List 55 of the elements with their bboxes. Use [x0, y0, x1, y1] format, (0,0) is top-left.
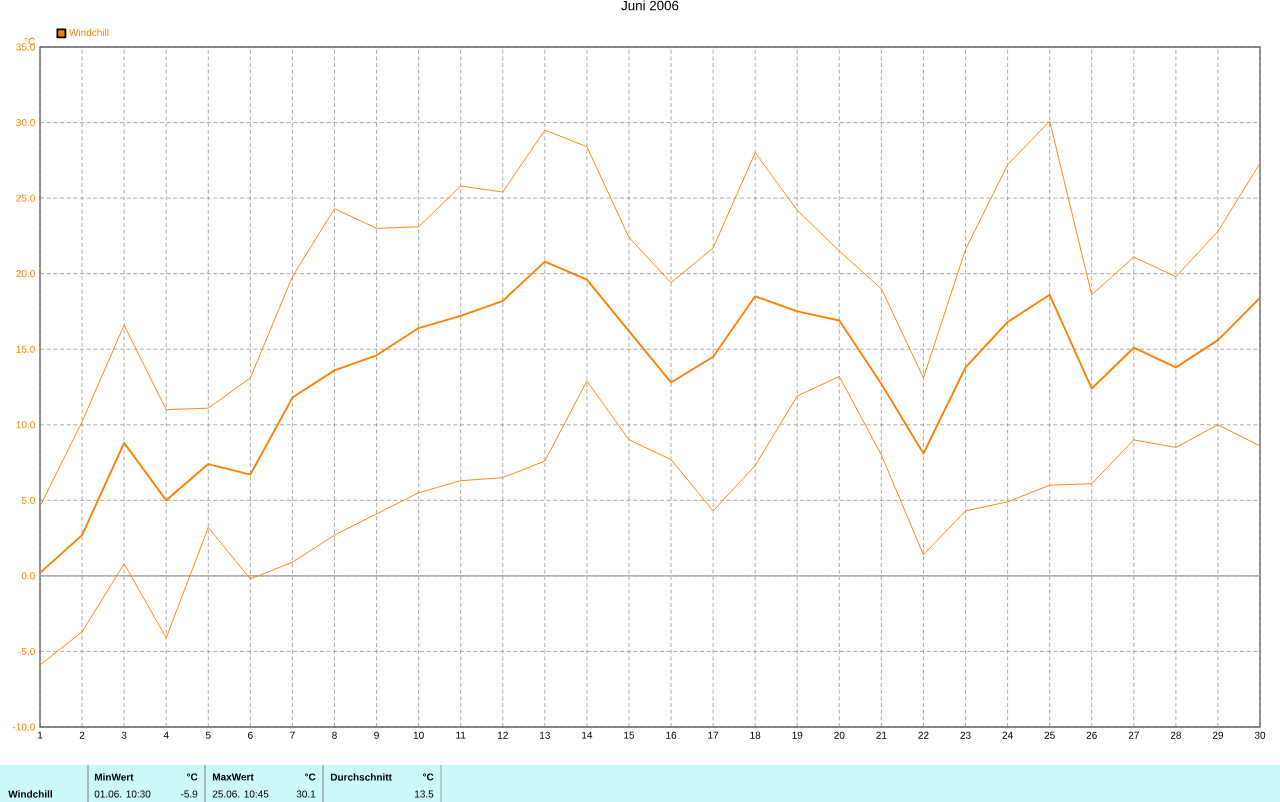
- chart-title: Juni 2006: [621, 0, 679, 11]
- x-tick-label: 14: [582, 731, 593, 739]
- y-tick-label: 30.0: [16, 119, 35, 127]
- x-tick-label: 15: [624, 731, 635, 739]
- x-tick-label: 3: [121, 731, 127, 739]
- y-tick-label: 15.0: [16, 345, 35, 353]
- x-tick-label: 19: [792, 731, 803, 739]
- x-tick-label: 26: [1086, 731, 1097, 739]
- y-tick-label: 5.0: [21, 496, 35, 504]
- x-tick-label: 4: [163, 731, 169, 739]
- x-tick-label: 16: [666, 731, 677, 739]
- x-tick-label: 29: [1212, 731, 1224, 739]
- x-tick-label: 11: [456, 731, 466, 739]
- text: 30.1: [296, 790, 316, 798]
- y-tick-label: -10.0: [12, 723, 35, 731]
- x-tick-label: 12: [497, 731, 508, 739]
- x-tick-label: 7: [290, 731, 295, 739]
- x-tick-label: 2: [79, 731, 85, 739]
- x-tick-label: 5: [205, 731, 211, 739]
- text: 13.5: [415, 790, 434, 798]
- text: 01.06. 10:30: [94, 790, 151, 798]
- x-tick-label: 25: [1044, 731, 1055, 739]
- x-tick-label: 24: [1002, 731, 1013, 739]
- y-tick-label: 25.0: [16, 194, 35, 202]
- x-tick-label: 23: [960, 731, 971, 739]
- x-tick-label: 8: [332, 731, 337, 739]
- y-axis-title: °C: [24, 37, 35, 45]
- text: °C: [304, 773, 316, 781]
- legend-label: Windchill: [69, 28, 109, 37]
- x-tick-label: 6: [248, 731, 253, 739]
- x-tick-label: 10: [413, 731, 424, 739]
- x-tick-label: 1: [37, 731, 43, 739]
- y-tick-label: -5.0: [18, 647, 35, 655]
- x-tick-label: 27: [1128, 731, 1139, 739]
- y-tick-label: 0.0: [21, 572, 35, 580]
- x-tick-label: 20: [834, 731, 845, 739]
- x-tick-label: 30: [1254, 731, 1266, 739]
- text: Durchschnitt: [330, 773, 392, 781]
- text: °C: [422, 773, 434, 781]
- x-tick-label: 21: [876, 731, 887, 739]
- x-tick-label: 17: [708, 731, 719, 739]
- x-tick-label: 22: [918, 731, 929, 739]
- y-tick-label: 20.0: [16, 270, 35, 278]
- text: °C: [186, 773, 198, 781]
- text: Windchill: [8, 790, 52, 798]
- text: MinWert: [94, 773, 134, 781]
- x-tick-label: 9: [374, 731, 379, 739]
- text: 25.06. 10:45: [212, 790, 269, 798]
- text: -5.9: [180, 790, 198, 798]
- x-tick-label: 18: [750, 731, 761, 739]
- y-tick-label: 10.0: [16, 421, 35, 429]
- x-tick-label: 28: [1170, 731, 1181, 739]
- text: MaxWert: [212, 773, 254, 781]
- x-tick-label: 13: [540, 731, 550, 739]
- y-tick-label: 35.0: [16, 43, 35, 51]
